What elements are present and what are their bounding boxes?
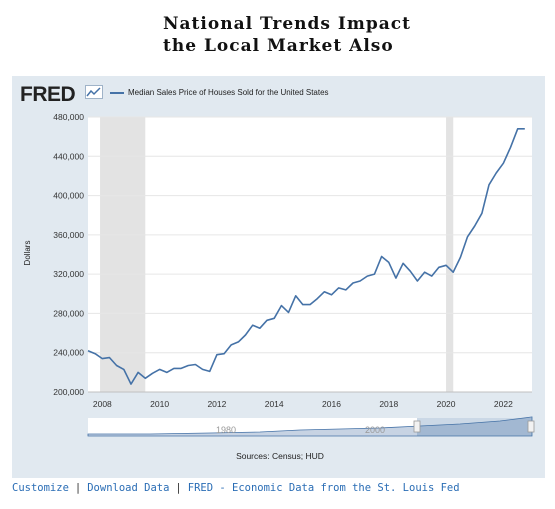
series-line-0[interactable] [87,128,525,385]
x-tick-label: 2018 [379,399,398,409]
navigator-label-1980: 1980 [216,425,236,435]
source-text: Sources: Census; HUD [236,451,324,461]
x-tick-label: 2010 [150,399,169,409]
y-tick-label: 440,000 [53,151,84,161]
y-axis-label: Dollars [23,241,32,266]
fred-home-link[interactable]: FRED - Economic Data from the St. Louis … [187,482,460,494]
download-data-link[interactable]: Download Data [87,482,170,494]
footer-links: Customize | Download Data | FRED - Economic … [12,482,460,494]
heading-line-2: the Local Market Also [163,36,394,56]
fred-logo[interactable]: FRED [20,83,76,106]
customize-link[interactable]: Customize [12,482,69,494]
y-tick-label: 280,000 [53,308,84,318]
y-tick-label: 360,000 [53,230,84,240]
navigator-left-handle[interactable] [413,420,421,433]
navigator-label-2000: 2000 [365,425,385,435]
legend-line-swatch [110,92,124,94]
plot-area [88,117,532,392]
navigator-right-handle[interactable] [527,420,535,433]
footer-separator: | [175,482,182,494]
range-navigator[interactable]: 1980 2000 [87,416,535,437]
y-tick-label: 200,000 [53,387,84,397]
x-tick-label: 2020 [437,399,456,409]
x-tick-label: 2022 [494,399,513,409]
footer-separator: | [74,482,82,494]
fred-chart-icon [85,85,103,99]
y-tick-label: 240,000 [53,348,84,358]
x-tick-label: 2008 [93,399,112,409]
x-tick-label: 2012 [207,399,226,409]
recession-band-0 [100,117,146,392]
x-tick-label: 2016 [322,399,341,409]
y-tick-label: 480,000 [53,112,84,122]
y-tick-label: 400,000 [53,191,84,201]
navigator-selected-range[interactable] [417,418,532,436]
navigator-area [87,416,533,437]
y-tick-label: 320,000 [53,269,84,279]
heading-line-1: National Trends Impact [163,14,411,34]
legend-series-name[interactable]: Median Sales Price of Houses Sold for th… [128,88,329,97]
x-tick-label: 2014 [265,399,284,409]
recession-band-1 [446,117,454,392]
